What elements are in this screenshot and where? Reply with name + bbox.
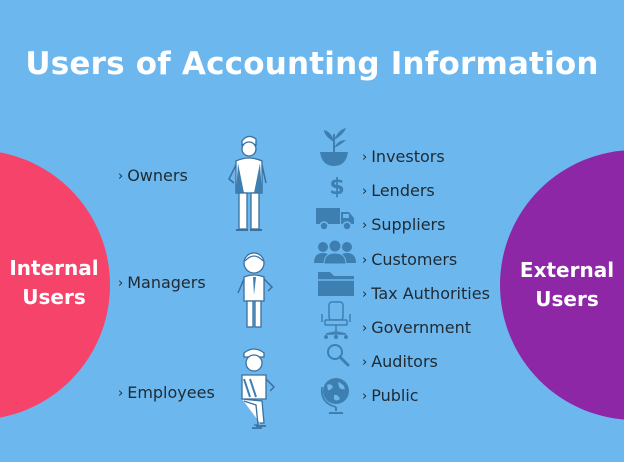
- chevron-right-icon: ›: [362, 218, 368, 233]
- internal-item-owners: › Owners: [118, 166, 188, 185]
- external-users-label: External Users: [505, 256, 624, 314]
- folder-icon: [318, 272, 354, 296]
- external-item-customers: › Customers: [362, 250, 458, 269]
- external-item-tax-authorities: › Tax Authorities: [362, 284, 490, 303]
- chevron-right-icon: ›: [362, 253, 368, 268]
- external-label-line1: External: [519, 258, 615, 282]
- external-item-auditors: › Auditors: [362, 352, 438, 371]
- truck-icon: [316, 208, 354, 231]
- chevron-right-icon: ›: [362, 184, 368, 199]
- plant-bowl-icon: [320, 128, 348, 166]
- external-item-investors: › Investors: [362, 147, 445, 166]
- chevron-right-icon: ›: [118, 169, 124, 184]
- chevron-right-icon: ›: [118, 276, 124, 291]
- office-chair-icon: [321, 301, 351, 339]
- chevron-right-icon: ›: [362, 355, 368, 370]
- internal-item-employees: › Employees: [118, 383, 215, 402]
- internal-item-managers: › Managers: [118, 273, 206, 292]
- chevron-right-icon: ›: [362, 287, 368, 302]
- magnifier-icon: [327, 344, 350, 367]
- globe-icon: [320, 378, 349, 414]
- external-item-lenders: › Lenders: [362, 181, 435, 200]
- external-label-line2: Users: [535, 287, 599, 311]
- internal-label-line1: Internal: [9, 256, 99, 280]
- chevron-right-icon: ›: [362, 389, 368, 404]
- dollar-icon: $: [329, 175, 344, 200]
- external-item-suppliers: › Suppliers: [362, 215, 446, 234]
- chevron-right-icon: ›: [362, 150, 368, 165]
- external-item-public: › Public: [362, 386, 419, 405]
- internal-users-label: Internal Users: [0, 254, 108, 312]
- people-group-icon: [314, 239, 356, 264]
- page-title: Users of Accounting Information: [25, 46, 599, 82]
- manager-figure-icon: [237, 252, 274, 328]
- chevron-right-icon: ›: [118, 386, 124, 401]
- svg-text:$: $: [329, 175, 344, 200]
- external-item-government: › Government: [362, 318, 471, 337]
- internal-label-line2: Users: [22, 285, 86, 309]
- chevron-right-icon: ›: [362, 321, 368, 336]
- employee-figure-icon: [241, 348, 276, 429]
- owner-figure-icon: [228, 135, 267, 231]
